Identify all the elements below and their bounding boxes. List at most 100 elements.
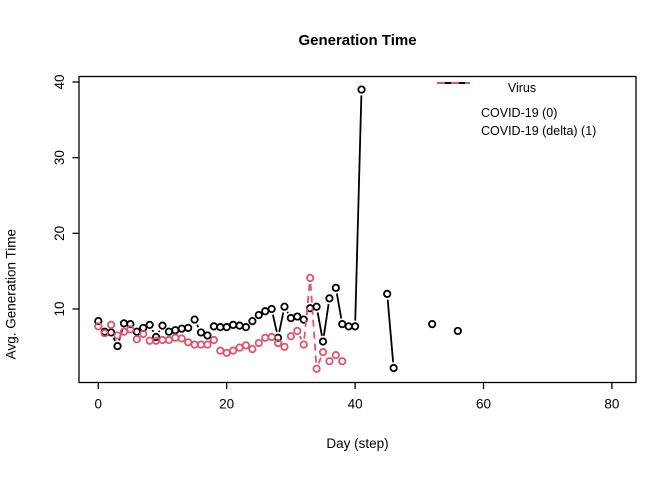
data-point-0 — [318, 337, 328, 346]
data-point-0 — [158, 321, 167, 330]
data-point-0 — [222, 323, 231, 332]
data-point-0 — [453, 326, 462, 336]
series-segment-0 — [286, 311, 289, 314]
data-point-1 — [171, 333, 180, 342]
data-point-1 — [261, 333, 270, 342]
x-tick-label: 40 — [348, 397, 363, 412]
data-point-1 — [126, 325, 135, 334]
legend-title: Virus — [507, 81, 537, 95]
chart-title: Generation Time — [298, 32, 417, 49]
legend-label: COVID-19 (0) — [481, 106, 558, 120]
data-point-1 — [139, 329, 148, 339]
data-point-0 — [151, 332, 161, 342]
data-point-1 — [286, 332, 295, 341]
data-point-0 — [209, 322, 218, 331]
series-segment-1 — [303, 283, 311, 339]
data-point-0 — [113, 341, 122, 351]
x-axis-label: Day (step) — [326, 436, 389, 451]
series-segment-0 — [354, 95, 363, 321]
x-tick-label: 60 — [476, 397, 491, 412]
series-segment-1 — [309, 283, 318, 364]
data-point-1 — [312, 364, 321, 373]
data-point-0 — [203, 331, 212, 340]
data-point-0 — [119, 319, 129, 328]
data-point-0 — [107, 328, 116, 337]
data-point-0 — [145, 320, 154, 329]
data-point-1 — [107, 320, 116, 329]
data-point-0 — [177, 324, 186, 333]
y-tick-label: 10 — [52, 301, 67, 316]
data-point-0 — [293, 312, 302, 321]
legend-sample-svg — [437, 82, 470, 84]
data-point-1 — [94, 322, 103, 331]
series-segment-0 — [112, 337, 116, 342]
data-point-1 — [216, 346, 225, 355]
y-tick-label: 20 — [52, 226, 67, 241]
data-point-1 — [318, 348, 328, 357]
data-point-0 — [241, 323, 251, 332]
data-point-1 — [203, 340, 212, 349]
data-point-1 — [145, 336, 154, 345]
data-point-0 — [235, 321, 244, 330]
data-point-0 — [267, 304, 276, 314]
x-tick-label: 80 — [604, 397, 619, 412]
data-point-0 — [280, 302, 289, 311]
y-axis-label-text: Avg. Generation Time — [3, 228, 18, 360]
legend-entry-0: COVID-19 (0) — [437, 82, 607, 122]
data-point-0 — [261, 307, 270, 316]
data-point-1 — [100, 329, 109, 338]
data-point-1 — [299, 340, 308, 349]
series-segment-0 — [151, 329, 155, 333]
data-point-0 — [229, 320, 238, 329]
data-point-1 — [235, 343, 244, 352]
data-point-1 — [184, 338, 193, 347]
data-point-0 — [126, 320, 135, 329]
data-point-0 — [171, 326, 180, 335]
data-point-0 — [286, 313, 295, 323]
data-point-0 — [338, 320, 347, 329]
data-point-0 — [331, 283, 340, 292]
data-point-0 — [383, 289, 392, 298]
series-segment-0 — [158, 330, 161, 333]
y-tick-label: 30 — [52, 150, 67, 165]
data-point-0 — [312, 302, 321, 311]
data-point-1 — [331, 351, 340, 360]
series-segment-0 — [386, 299, 395, 363]
data-point-0 — [94, 317, 103, 326]
data-point-1 — [158, 335, 167, 345]
data-point-0 — [350, 322, 360, 331]
data-point-0 — [299, 315, 308, 324]
data-point-0 — [325, 294, 334, 303]
series-segment-0 — [335, 293, 343, 319]
data-point-0 — [132, 327, 141, 336]
y-tick-label: 40 — [52, 74, 67, 89]
series-segment-0 — [278, 312, 285, 333]
data-point-1 — [113, 331, 122, 340]
data-point-1 — [196, 340, 206, 349]
data-point-1 — [306, 273, 315, 283]
data-point-1 — [132, 335, 141, 344]
series-segment-0 — [196, 324, 200, 328]
legend: Virus COVID-19 (0) COVID-19 (delta) (1) — [437, 81, 607, 140]
series-segment-0 — [322, 304, 330, 336]
data-point-1 — [177, 334, 186, 343]
data-point-1 — [338, 357, 347, 366]
data-point-0 — [248, 317, 257, 326]
data-point-1 — [325, 357, 334, 366]
data-point-0 — [389, 363, 398, 373]
plot-border — [78, 75, 637, 384]
data-point-1 — [267, 332, 276, 342]
data-point-1 — [164, 335, 174, 345]
series-segment-0 — [272, 314, 278, 333]
data-point-1 — [280, 342, 289, 351]
data-point-1 — [229, 346, 238, 355]
data-point-0 — [357, 85, 366, 94]
legend-entry-1: COVID-19 (delta) (1) — [437, 82, 607, 140]
series-segment-0 — [316, 312, 323, 336]
data-point-0 — [190, 315, 199, 324]
x-tick-label: 20 — [219, 397, 234, 412]
data-point-0 — [184, 323, 193, 333]
series-segment-1 — [317, 357, 322, 364]
